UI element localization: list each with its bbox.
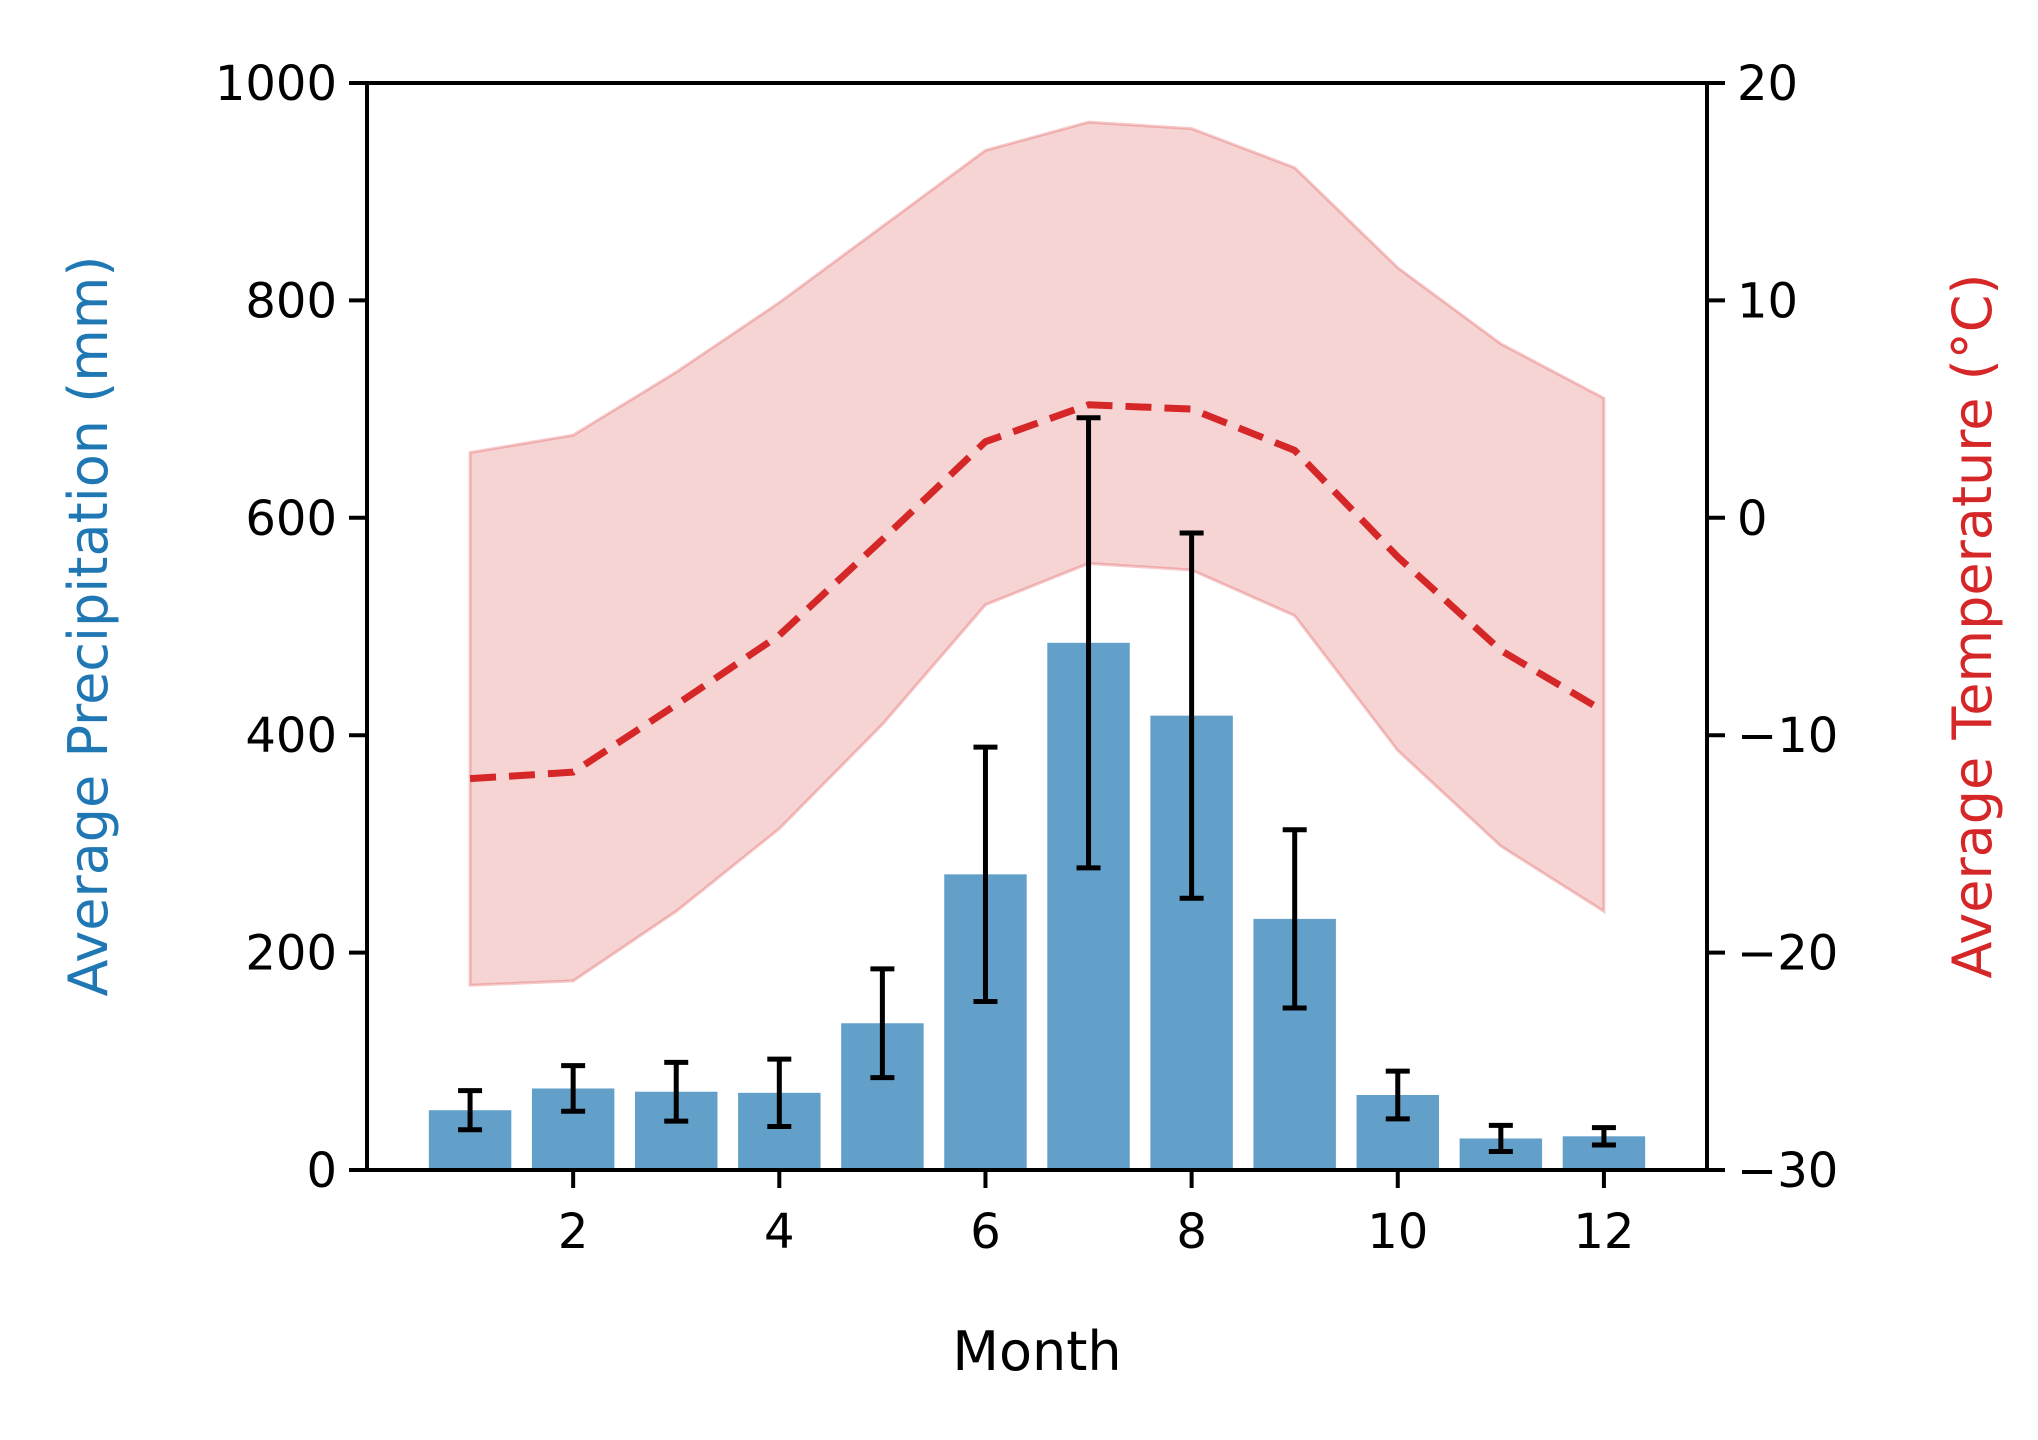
y-right-tick-label--20: −20 [1737,926,1838,982]
y-right-tick-label-10: 10 [1737,273,1798,329]
temperature-mean-line [469,401,1606,783]
x-tick-label-6: 6 [970,1204,1001,1260]
x-tick-label-4: 4 [764,1204,795,1260]
precip-errorbar-month-3 [664,1059,689,1124]
precip-errorbar-month-2 [561,1063,586,1114]
x-axis-title: Month [952,1320,1121,1383]
y-right-tick-label--10: −10 [1737,708,1838,764]
y-left-tick-label-400: 400 [245,708,337,764]
precip-errorbar-month-11 [1488,1122,1513,1155]
precipitation-errorbars-layer [458,415,1616,1155]
y-axis-right-title: Average Temperature (°C) [1941,274,2004,979]
temperature-range-band-layer [468,120,1606,987]
temperature-range-band [468,120,1606,987]
y-left-tick-label-200: 200 [245,926,337,982]
tick-labels-layer: 2 4 6 8 10 12 0 200 400 600 800 1000 −30 −20 −10 0 10 20 [215,56,1838,1260]
precip-errorbar-month-10 [1385,1068,1410,1122]
precip-errorbar-month-8 [1179,530,1204,901]
y-left-tick-label-1000: 1000 [215,56,337,112]
precipitation-bars-layer [428,642,1646,1170]
x-tick-label-8: 8 [1176,1204,1207,1260]
y-left-tick-label-0: 0 [306,1143,337,1199]
y-left-tick-label-800: 800 [245,273,337,329]
precip-errorbar-month-4 [767,1056,792,1130]
precip-errorbar-month-12 [1591,1125,1616,1148]
precip-errorbar-month-1 [458,1088,483,1133]
y-left-tick-label-600: 600 [245,491,337,547]
x-tick-label-12: 12 [1573,1204,1634,1260]
plot-frame [365,81,1709,1172]
precip-errorbar-month-6 [973,744,998,1005]
precip-errorbar-month-9 [1282,827,1307,1011]
y-right-tick-label-0: 0 [1737,491,1768,547]
y-right-tick-label-20: 20 [1737,56,1798,112]
precip-errorbar-month-7 [1076,415,1101,871]
x-tick-label-10: 10 [1367,1204,1428,1260]
temperature-mean-line-layer [469,401,1606,783]
axes-layer [349,81,1725,1188]
precip-errorbar-month-5 [870,966,895,1081]
y-right-tick-label--30: −30 [1737,1143,1838,1199]
y-axis-left-title: Average Precipitation (mm) [57,256,120,997]
x-tick-label-2: 2 [558,1204,589,1260]
